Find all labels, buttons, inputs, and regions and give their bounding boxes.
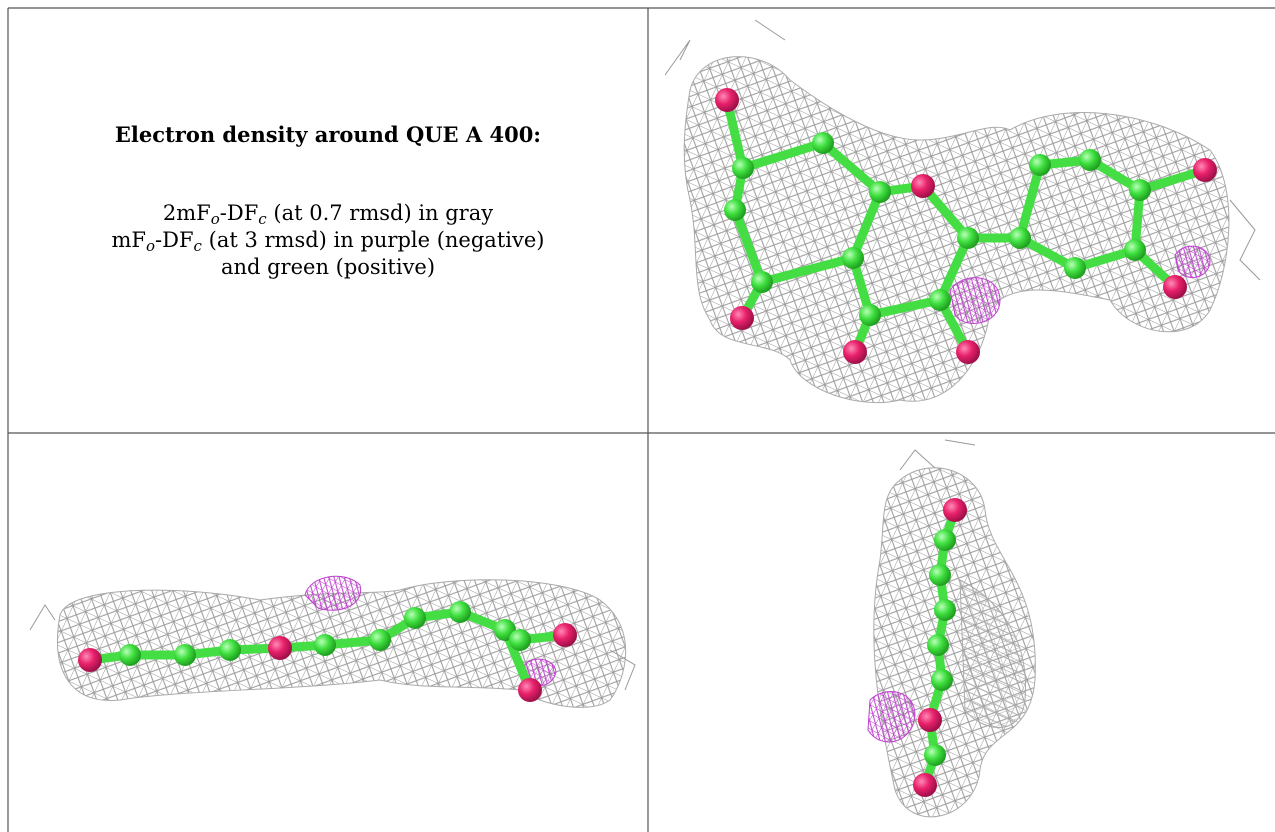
subscript: c [194,237,202,255]
carbon-atom [957,227,979,249]
carbon-atom [869,181,891,203]
carbon-atom [842,247,864,269]
subscript: o [146,237,155,255]
carbon-atom [1079,149,1101,171]
text: (at 3 rmsd) in purple (negative) [202,228,545,252]
oxygen-atom [78,648,102,672]
page: Electron density around QUE A 400: 2mFo-… [0,0,1275,832]
carbon-atom [314,634,336,656]
carbon-atom [1009,227,1031,249]
carbon-atom [509,629,531,651]
legend: 2mFo-DFc (at 0.7 rmsd) in gray mFo-DFc (… [8,200,648,281]
carbon-atom [404,607,426,629]
oxygen-atom [943,498,967,522]
text: mF [112,228,146,252]
carbon-atom [1124,239,1146,261]
carbon-atom [931,669,953,691]
text: -DF [155,228,194,252]
oxygen-atom [843,340,867,364]
carbon-atom [724,199,746,221]
density-mesh [1175,246,1210,277]
text: (at 0.7 rmsd) in gray [267,201,493,225]
carbon-atom [751,271,773,293]
legend-line: and green (positive) [8,254,648,281]
carbon-atom [929,289,951,311]
carbon-atom [119,644,141,666]
carbon-atom [732,157,754,179]
oxygen-atom [913,773,937,797]
oxygen-atom [911,174,935,198]
carbon-atom [859,304,881,326]
carbon-atom [219,639,241,661]
carbon-atom [369,629,391,651]
legend-line: mFo-DFc (at 3 rmsd) in purple (negative) [8,227,648,254]
oxygen-atom [518,678,542,702]
stray-mesh [900,440,975,470]
legend-line: 2mFo-DFc (at 0.7 rmsd) in gray [8,200,648,227]
carbon-atom [1129,179,1151,201]
carbon-atom [449,601,471,623]
carbon-atom [174,644,196,666]
oxygen-atom [553,623,577,647]
oxygen-atom [1193,158,1217,182]
carbon-atom [934,599,956,621]
subscript: c [258,210,266,228]
carbon-atom [929,564,951,586]
oxygen-atom [268,636,292,660]
carbon-atom [1064,257,1086,279]
oxygen-atom [956,340,980,364]
text: -DF [220,201,259,225]
density-mesh [950,278,1000,324]
text: and green (positive) [221,255,435,279]
text: 2mF [163,201,211,225]
oxygen-atom [1163,275,1187,299]
figure-title: Electron density around QUE A 400: [8,122,648,147]
carbon-atom [934,529,956,551]
subscript: o [211,210,220,228]
oxygen-atom [715,88,739,112]
carbon-atom [924,744,946,766]
oxygen-atom [730,306,754,330]
carbon-atom [927,634,949,656]
oxygen-atom [918,708,942,732]
carbon-atom [812,132,834,154]
carbon-atom [1029,154,1051,176]
